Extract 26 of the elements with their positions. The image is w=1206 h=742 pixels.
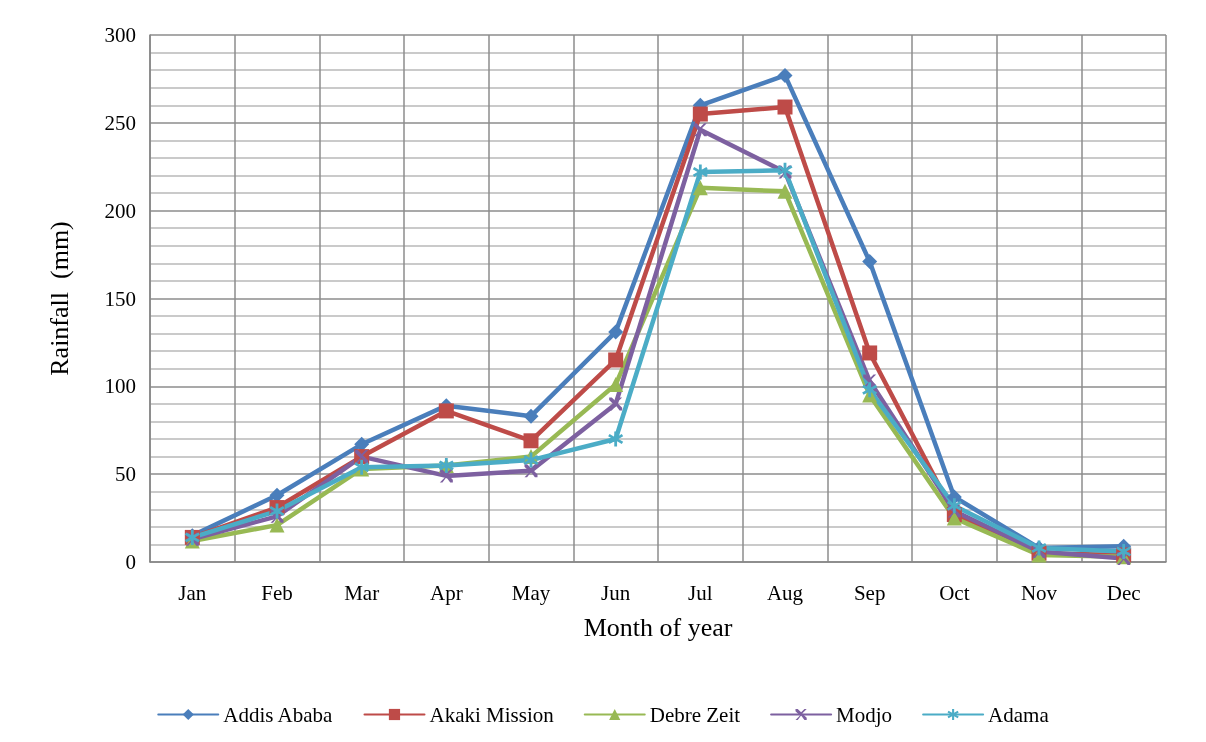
y-tick-label: 250 (104, 110, 136, 135)
x-tick-label: Sep (853, 580, 886, 605)
x-tick-label: Mar (344, 580, 380, 605)
x-tick-label: Feb (261, 580, 293, 605)
legend-label: Akaki Mission (429, 702, 555, 727)
legend-label: Modjo (836, 702, 893, 727)
x-tick-label: Nov (1020, 580, 1058, 605)
x-tick-label: Apr (430, 580, 463, 605)
y-axis-title: Rainfall (mm) (44, 221, 74, 376)
y-tick-label: 300 (104, 23, 136, 47)
legend-label: Debre Zeit (649, 702, 741, 727)
x-tick-label: Dec (1106, 580, 1141, 605)
y-tick-label: 50 (115, 462, 136, 487)
x-tick-label: Jun (601, 580, 631, 605)
x-tick-label: Jan (178, 580, 207, 605)
x-tick-label: Jul (688, 580, 713, 605)
y-tick-label: 200 (104, 198, 136, 223)
x-tick-label: Aug (766, 580, 804, 605)
y-tick-label: 150 (104, 286, 136, 311)
x-tick-label: May (511, 580, 551, 605)
x-axis-title: Month of year (583, 612, 733, 642)
y-tick-label: 100 (104, 374, 136, 399)
x-tick-label: Oct (939, 580, 970, 605)
legend-label: Adama (988, 702, 1050, 727)
y-tick-label: 0 (125, 550, 136, 574)
legend-label: Addis Ababa (223, 702, 333, 727)
